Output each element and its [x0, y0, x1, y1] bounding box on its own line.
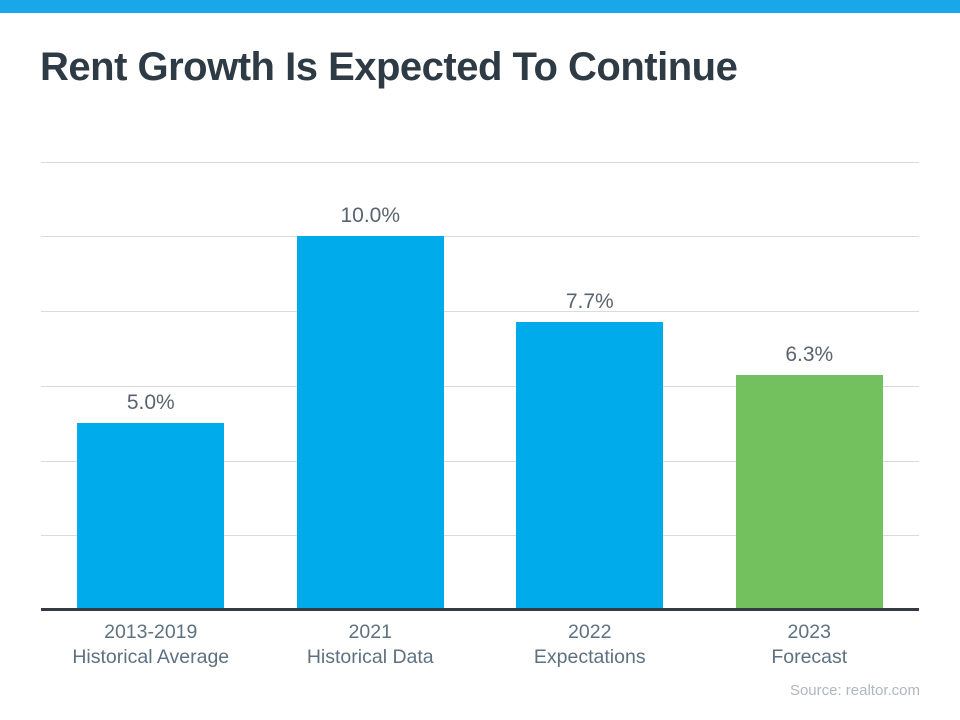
bar: [735, 374, 883, 610]
bar-value-label: 6.3%: [785, 342, 834, 366]
x-axis-line: [41, 608, 919, 611]
bar-value-label: 7.7%: [565, 290, 614, 314]
bar-value-label: 5.0%: [126, 391, 175, 415]
source-attribution: Source: realtor.com: [789, 682, 920, 699]
gridline: [41, 311, 919, 312]
gridline: [41, 161, 919, 163]
gridline: [41, 385, 919, 387]
top-accent-bar: [0, 0, 960, 13]
gridline: [41, 460, 919, 462]
chart-title: Rent Growth Is Expected To Continue: [40, 45, 738, 89]
gridline: [41, 535, 919, 537]
gridline: [41, 236, 919, 238]
x-axis-label: 2022 Expectations: [533, 621, 646, 668]
bar: [296, 236, 444, 610]
bar: [516, 322, 664, 610]
x-axis-label: 2023 Forecast: [771, 621, 848, 668]
x-axis-label: 2021 Historical Data: [306, 621, 434, 668]
x-axis-label: 2013-2019 Historical Average: [72, 621, 230, 668]
bar: [77, 423, 225, 610]
bar-value-label: 10.0%: [340, 204, 401, 228]
